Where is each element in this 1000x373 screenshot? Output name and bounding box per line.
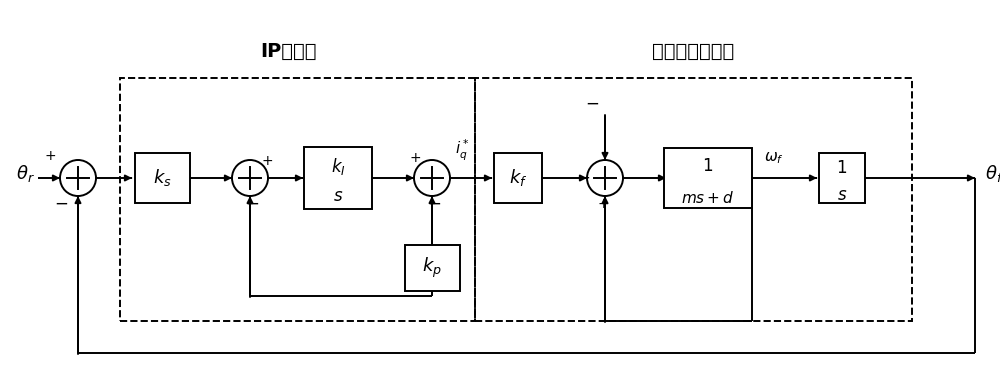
Circle shape [587, 160, 623, 196]
Text: −: − [427, 195, 441, 213]
Text: $i_q^*$: $i_q^*$ [455, 137, 469, 163]
Text: $k_p$: $k_p$ [422, 256, 442, 280]
Text: $\omega_f$: $\omega_f$ [764, 150, 784, 166]
Text: +: + [409, 151, 421, 165]
Bar [120, 78, 475, 321]
Circle shape [414, 160, 450, 196]
Text: $s$: $s$ [837, 186, 847, 204]
Text: −: − [585, 95, 599, 113]
Text: −: − [576, 169, 590, 187]
Text: +: + [261, 154, 273, 168]
Bar [664, 148, 752, 208]
Bar [819, 153, 865, 203]
Text: −: − [54, 195, 68, 213]
Bar [494, 153, 542, 203]
Text: +: + [597, 197, 609, 211]
Text: 位置环被控对象: 位置环被控对象 [652, 41, 734, 60]
Text: −: − [245, 195, 259, 213]
Text: $ms+d$: $ms+d$ [681, 190, 735, 206]
Text: $1$: $1$ [702, 157, 714, 175]
Text: $k_s$: $k_s$ [153, 167, 171, 188]
Text: $\theta_r$: $\theta_r$ [16, 163, 34, 185]
Text: +: + [44, 149, 56, 163]
Text: $k_I$: $k_I$ [331, 156, 345, 176]
Bar [304, 147, 372, 209]
Text: IP控制器: IP控制器 [260, 41, 316, 60]
Bar [404, 245, 460, 291]
Text: $\theta_f$: $\theta_f$ [985, 163, 1000, 184]
Text: $s$: $s$ [333, 187, 343, 205]
Circle shape [60, 160, 96, 196]
Circle shape [232, 160, 268, 196]
Bar [475, 78, 912, 321]
Bar [135, 153, 190, 203]
Text: $1$: $1$ [836, 159, 848, 177]
Text: $k_f$: $k_f$ [509, 167, 527, 188]
